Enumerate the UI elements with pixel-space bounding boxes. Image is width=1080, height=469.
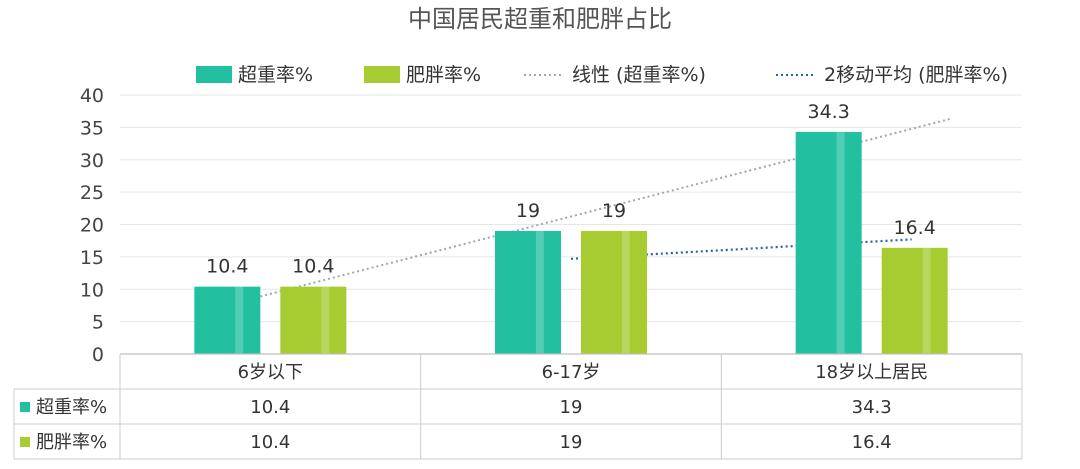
bar-highlight <box>621 230 630 354</box>
data-label: 19 <box>516 200 540 222</box>
table-value: 16.4 <box>852 432 892 453</box>
table-category-label: 18岁以上居民 <box>815 362 928 383</box>
table-series-swatch <box>20 437 30 447</box>
y-tick-label: 30 <box>80 150 104 172</box>
bar <box>194 286 261 354</box>
bar <box>881 247 948 354</box>
table-value: 34.3 <box>852 397 892 418</box>
y-tick-label: 0 <box>92 344 104 366</box>
bar <box>495 230 561 354</box>
y-tick-label: 20 <box>80 215 104 237</box>
table-value: 19 <box>560 397 583 418</box>
chart-title: 中国居民超重和肥胖占比 <box>408 5 672 33</box>
legend-item: 线性 (超重率%) <box>524 64 706 86</box>
legend-label: 肥胖率% <box>406 64 481 86</box>
table-series-label: 肥胖率% <box>36 432 107 453</box>
data-label: 10.4 <box>206 256 248 278</box>
table-series-swatch <box>20 402 30 412</box>
legend-item: 肥胖率% <box>364 64 481 86</box>
table-category-label: 6-17岁 <box>542 362 601 383</box>
y-tick-label: 15 <box>80 247 104 269</box>
legend-label: 2移动平均 (肥胖率%) <box>824 64 1008 86</box>
bar <box>280 286 347 354</box>
bar-highlight <box>235 286 244 354</box>
bar-fill <box>495 230 561 354</box>
y-tick-label: 35 <box>80 117 104 139</box>
legend-label: 超重率% <box>238 64 313 86</box>
legend: 超重率% 肥胖率% 线性 (超重率%) 2移动平均 (肥胖率%) <box>196 64 1008 86</box>
data-label: 10.4 <box>292 256 334 278</box>
legend-item: 超重率% <box>196 64 313 86</box>
legend-item: 2移动平均 (肥胖率%) <box>776 64 1008 86</box>
table-value: 10.4 <box>250 432 290 453</box>
y-tick-label: 25 <box>80 182 104 204</box>
gridlines <box>120 94 1022 323</box>
bar-highlight <box>922 247 931 354</box>
legend-label: 线性 (超重率%) <box>572 64 706 86</box>
bars <box>194 131 948 354</box>
y-tick-label: 5 <box>92 312 104 334</box>
bar-fill <box>194 286 261 354</box>
bar-highlight <box>321 286 330 354</box>
data-labels: 10.4 10.4 19 19 34.3 16.4 <box>206 101 936 278</box>
bar <box>581 230 647 354</box>
data-label: 19 <box>602 200 626 222</box>
bar-highlight <box>836 131 845 354</box>
y-tick-label: 10 <box>80 279 104 301</box>
data-label: 34.3 <box>808 101 850 123</box>
table-value: 10.4 <box>250 397 290 418</box>
y-axis: 0 5 10 15 20 25 30 35 40 <box>80 85 104 366</box>
table-series-label: 超重率% <box>36 397 107 418</box>
data-label: 16.4 <box>894 217 936 239</box>
y-tick-label: 40 <box>80 85 104 107</box>
bar-fill <box>280 286 347 354</box>
bar-highlight <box>535 230 544 354</box>
legend-swatch <box>364 66 400 83</box>
bar <box>795 131 862 354</box>
bar-fill <box>881 247 948 354</box>
bar-fill <box>581 230 647 354</box>
legend-swatch <box>196 66 232 83</box>
table-value: 19 <box>560 432 583 453</box>
bar-fill <box>795 131 862 354</box>
table-category-label: 6岁以下 <box>238 362 303 383</box>
